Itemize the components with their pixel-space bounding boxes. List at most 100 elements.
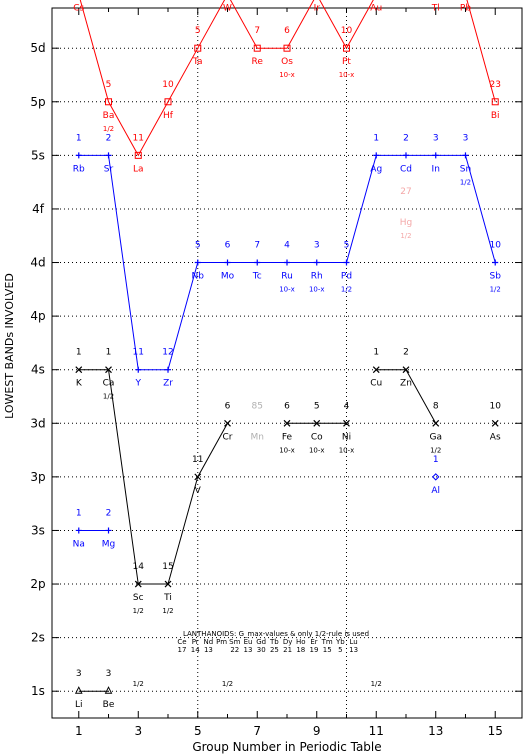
data-point (194, 473, 202, 481)
point-number: 5 (195, 26, 201, 36)
element-symbol: Zr (163, 379, 173, 389)
point-number: 14 (133, 562, 145, 572)
data-point (432, 473, 440, 481)
point-number: 8 (433, 401, 439, 411)
data-point (253, 44, 261, 52)
point-number: 11 (133, 133, 144, 143)
data-point (402, 366, 410, 374)
data-point (164, 98, 172, 106)
point-number: 1 (76, 133, 82, 143)
lanthanoid-value: 13 (244, 646, 253, 654)
element-symbol: Ni (342, 432, 351, 442)
data-point (75, 366, 83, 374)
element-symbol: Ag (370, 164, 382, 174)
element-symbol: Co (311, 432, 323, 442)
point-fraction: 1/2 (460, 178, 471, 186)
point-fraction: 1/2 (103, 125, 114, 133)
point-number: 3 (106, 669, 112, 679)
point-number: 85 (252, 401, 263, 411)
bottom-fraction: 1/2 (133, 680, 144, 688)
y-tick-label: 2p (30, 577, 45, 591)
element-symbol: Ir (314, 4, 321, 14)
data-point (165, 366, 172, 373)
data-point (75, 152, 82, 159)
lanthanoid-symbol: Dy (283, 638, 293, 646)
y-tick-label: 6s (31, 0, 45, 2)
element-symbol: Ga (429, 432, 442, 442)
data-point (342, 44, 350, 52)
y-tick-label: 5s (31, 148, 45, 162)
element-symbol: Hg (400, 218, 412, 228)
element-symbol: K (76, 379, 83, 389)
point-number: 3 (314, 241, 320, 251)
y-tick-label: 4f (32, 202, 45, 216)
data-point (402, 152, 409, 159)
element-symbol: Rh (311, 272, 323, 282)
data-point (492, 259, 499, 266)
lanthanoid-annotation: LANTHANOIDS: G_max-values & only 1/2-rul… (183, 630, 369, 638)
y-tick-label: 2s (31, 631, 45, 645)
point-number: 5 (195, 241, 201, 251)
data-point (164, 580, 172, 588)
y-tick-label: 5d (30, 41, 45, 55)
data-point (432, 152, 439, 159)
element-symbol: Sc (133, 593, 144, 603)
point-number: 1 (76, 348, 82, 358)
element-symbol: Be (103, 700, 115, 710)
series-group: 1Rb2Sr11Y12Zr5Nb6Mo7Tc4Ru10-x3Rh10-x5Pd1… (73, 133, 502, 549)
point-fraction: 1/2 (341, 286, 352, 294)
point-number: 10 (490, 401, 502, 411)
element-symbol: Pt (342, 57, 351, 67)
data-point (104, 686, 113, 694)
element-symbol: Al (431, 486, 440, 496)
bottom-fraction: 1/2 (371, 680, 382, 688)
y-tick-label: 3d (30, 416, 45, 430)
series-line (79, 0, 374, 157)
data-point (194, 259, 201, 266)
point-fraction: 10-x (279, 286, 295, 294)
element-symbol: Cr (223, 432, 233, 442)
element-symbol: V (195, 486, 202, 496)
element-symbol: Rb (73, 164, 85, 174)
point-number: 3 (433, 133, 439, 143)
point-number: 6 (284, 401, 290, 411)
lanthanoid-value: 13 (349, 646, 358, 654)
point-number: 27 (400, 187, 411, 197)
element-symbol: Fe (282, 432, 293, 442)
x-tick-label: 3 (134, 724, 142, 738)
y-tick-label: 4d (30, 256, 45, 270)
point-fraction: 1/2 (490, 286, 501, 294)
element-symbol: Re (252, 57, 264, 67)
point-number: 2 (403, 348, 409, 358)
element-symbol: Li (75, 700, 83, 710)
element-symbol: W (223, 4, 232, 14)
lanthanoid-value: 15 (323, 646, 332, 654)
data-point (283, 419, 291, 427)
lanthanoid-value: 19 (310, 646, 319, 654)
lanthanoid-value: 14 (191, 646, 200, 654)
y-tick-label: 3p (30, 470, 45, 484)
element-symbol: Pd (341, 272, 352, 282)
element-symbol: Zn (400, 379, 412, 389)
x-tick-label: 1 (75, 724, 83, 738)
data-point (105, 152, 112, 159)
element-symbol: Ru (281, 272, 293, 282)
lanthanoid-symbol: Pr (192, 638, 199, 646)
lanthanoid-value: 5 (338, 646, 342, 654)
bottom-fraction: 1/2 (222, 680, 233, 688)
y-tick-label: 4s (31, 363, 45, 377)
point-number: 1 (373, 133, 379, 143)
point-number: 3 (76, 669, 82, 679)
element-symbol: Ti (163, 593, 172, 603)
data-point (372, 366, 380, 374)
element-symbol: Pb (460, 4, 471, 14)
point-number: 5 (344, 241, 350, 251)
element-symbol: Sr (104, 164, 114, 174)
point-fraction: 10-x (309, 286, 325, 294)
point-number: 6 (225, 241, 231, 251)
element-symbol: Au (370, 4, 382, 14)
element-symbol: Mg (102, 539, 115, 549)
point-number: 7 (254, 26, 260, 36)
point-number: 2 (106, 133, 112, 143)
